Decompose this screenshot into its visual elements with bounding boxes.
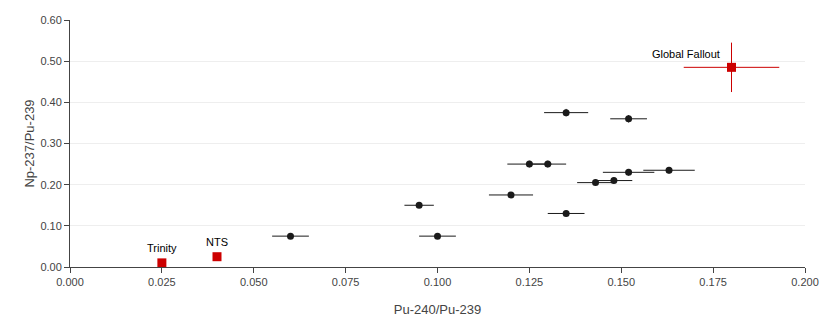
svg-text:0.00: 0.00	[40, 261, 61, 273]
svg-text:NTS: NTS	[206, 236, 228, 248]
svg-text:Trinity: Trinity	[147, 242, 177, 254]
svg-text:0.10: 0.10	[40, 220, 61, 232]
svg-text:0.025: 0.025	[148, 276, 176, 288]
svg-text:0.60: 0.60	[40, 14, 61, 26]
svg-text:0.125: 0.125	[516, 276, 544, 288]
svg-text:0.50: 0.50	[40, 55, 61, 67]
svg-text:Pu-240/Pu-239: Pu-240/Pu-239	[394, 302, 481, 317]
svg-text:Np-237/Pu-239: Np-237/Pu-239	[22, 99, 37, 187]
svg-text:Global Fallout: Global Fallout	[652, 48, 720, 60]
svg-text:0.075: 0.075	[332, 276, 360, 288]
svg-text:0.100: 0.100	[424, 276, 452, 288]
svg-text:0.30: 0.30	[40, 137, 61, 149]
svg-text:0.000: 0.000	[56, 276, 84, 288]
svg-text:0.200: 0.200	[791, 276, 819, 288]
svg-text:0.20: 0.20	[40, 179, 61, 191]
svg-text:0.175: 0.175	[699, 276, 727, 288]
svg-text:0.150: 0.150	[607, 276, 635, 288]
svg-text:0.050: 0.050	[240, 276, 268, 288]
svg-text:0.40: 0.40	[40, 96, 61, 108]
